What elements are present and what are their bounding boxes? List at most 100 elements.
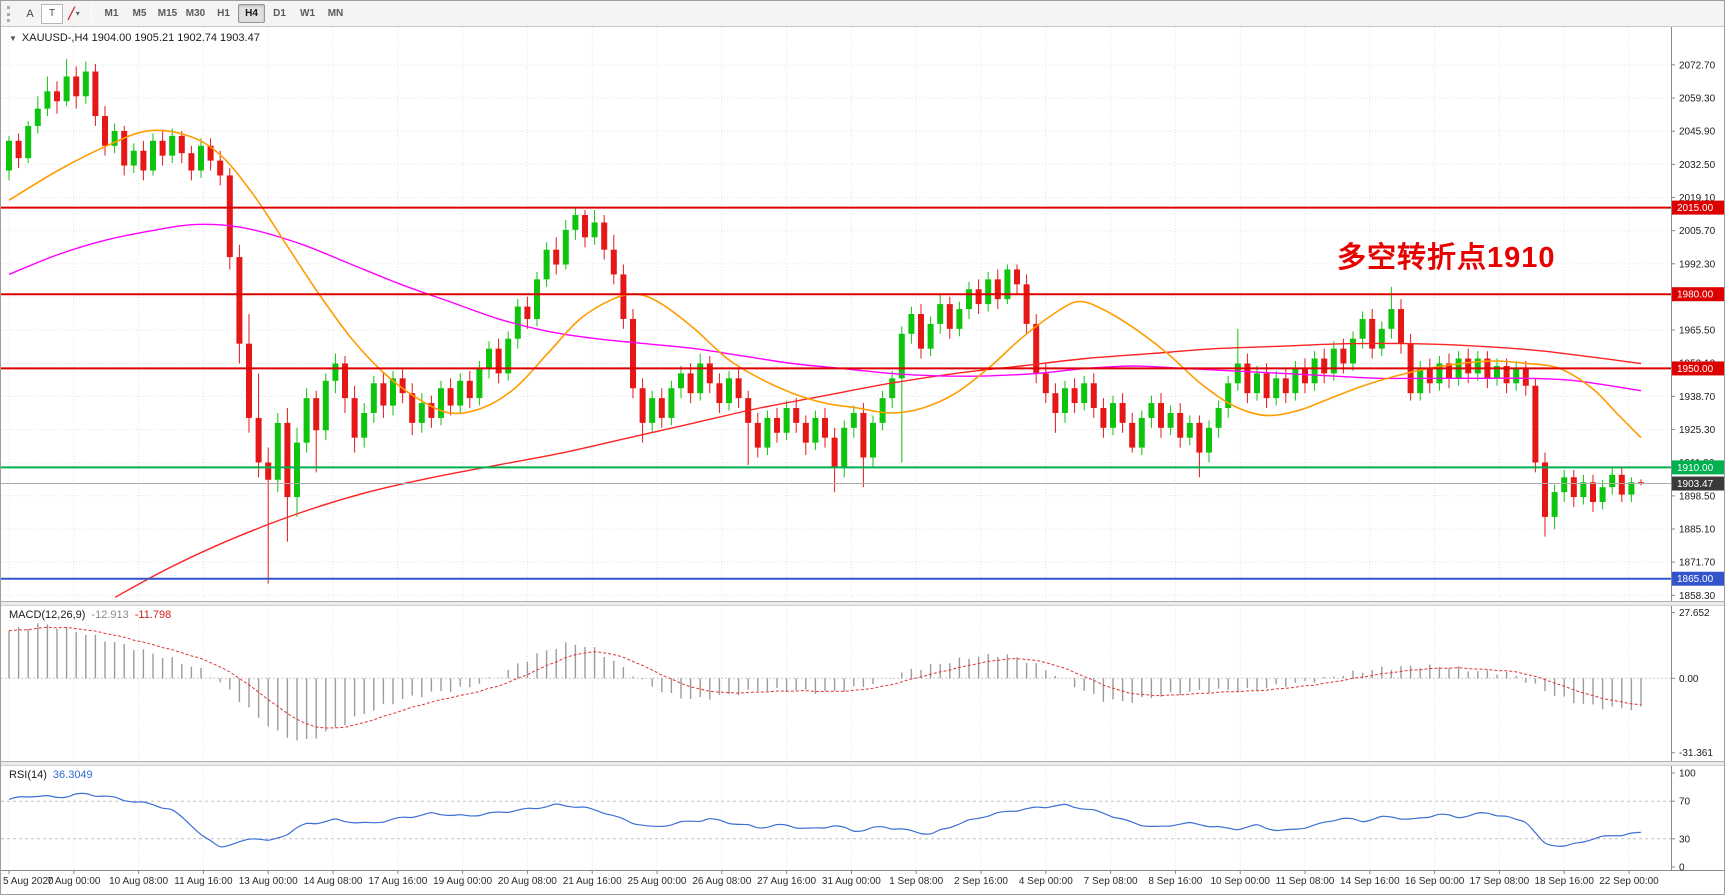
svg-text:1865.00: 1865.00 (1677, 574, 1714, 585)
price-axis-label: 2045.90 (1679, 127, 1716, 138)
svg-text:1950.00: 1950.00 (1677, 364, 1714, 375)
time-axis-label: 1 Sep 08:00 (889, 876, 943, 887)
price-axis-label: 2059.30 (1679, 94, 1716, 105)
symbol-ohlc-text: XAUUSD-,H4 1904.00 1905.21 1902.74 1903.… (21, 32, 260, 44)
rsi-axis-label: 100 (1679, 769, 1696, 780)
panel-splitter-macd[interactable] (1, 601, 1724, 606)
macd-axis-label: 0.00 (1679, 674, 1699, 685)
macd-main-value: -12.913 (91, 609, 129, 621)
time-axis-label: 27 Aug 16:00 (757, 876, 816, 887)
price-axis-label: 2072.70 (1679, 60, 1716, 71)
macd-histogram (8, 623, 1642, 741)
time-axis-label: 17 Aug 16:00 (368, 876, 427, 887)
time-axis-label: 11 Aug 16:00 (174, 876, 233, 887)
time-axis-label: 22 Sep 00:00 (1599, 876, 1659, 887)
svg-text:2015.00: 2015.00 (1677, 203, 1714, 214)
macd-signal-value: -11.798 (134, 609, 172, 621)
time-axis-label: 25 Aug 00:00 (628, 876, 687, 887)
time-axis-label: 19 Aug 00:00 (433, 876, 492, 887)
rsi-value: 36.3049 (52, 769, 93, 781)
timeframe-button-h4[interactable]: H4 (238, 4, 265, 23)
time-axis-label: 10 Sep 00:00 (1210, 876, 1270, 887)
textbox-tool-button[interactable]: T (41, 3, 63, 24)
svg-text:1980.00: 1980.00 (1677, 290, 1714, 301)
time-axis-label: 14 Aug 08:00 (304, 876, 363, 887)
price-tag-1910.00: 1910.00 (1672, 460, 1724, 475)
time-axis-label: 11 Sep 08:00 (1276, 876, 1335, 887)
timeframe-button-m1[interactable]: M1 (104, 8, 119, 19)
text-tool-button[interactable]: A (26, 7, 34, 20)
timeframe-button-m15[interactable]: M15 (157, 8, 178, 19)
toolbar-separator (91, 4, 92, 23)
time-axis-label: 16 Sep 00:00 (1405, 876, 1465, 887)
timeframe-button-d1[interactable]: D1 (273, 8, 286, 19)
annotation-text[interactable]: 多空转折点1910 (1337, 242, 1556, 274)
price-axis-label: 1885.10 (1679, 525, 1716, 536)
line-tools-button[interactable]: ╱ ▾ (63, 4, 85, 24)
time-axis-label: 14 Sep 16:00 (1340, 876, 1400, 887)
time-axis-label: 18 Sep 16:00 (1534, 876, 1594, 887)
price-axis-label: 1871.70 (1679, 558, 1716, 569)
toolbar-grip[interactable] (7, 5, 13, 22)
panel-splitter-rsi[interactable] (1, 761, 1724, 766)
dropdown-caret-icon: ▾ (75, 9, 80, 18)
macd-indicator-label: MACD(12,26,9) -12.913 -11.798 (9, 609, 171, 621)
rsi-axis-label: 70 (1679, 797, 1691, 808)
gridlines (1, 27, 1671, 870)
time-axis-label: 7 Sep 08:00 (1084, 876, 1138, 887)
time-axis-label: 17 Sep 08:00 (1470, 876, 1530, 887)
price-axis-label: 1858.30 (1679, 591, 1716, 602)
time-axis-label: 10 Aug 08:00 (109, 876, 168, 887)
time-axis-label: 2 Sep 16:00 (954, 876, 1008, 887)
price-axis-label: 1925.30 (1679, 425, 1716, 436)
time-axis-label: 7 Aug 00:00 (47, 876, 101, 887)
toolbar: A T ╱ ▾ M1 M5 M15 M30 H1 H4 D1 W1 MN (1, 1, 1724, 27)
ma-orange-line (8, 129, 1642, 439)
trendline-icon: ╱ (68, 8, 75, 20)
price-axis-label: 2005.70 (1679, 226, 1716, 237)
price-tag-2015.00: 2015.00 (1672, 200, 1724, 215)
rsi-axis-label: 30 (1679, 834, 1691, 845)
price-axis-label: 1898.50 (1679, 491, 1716, 502)
time-axis-label: 21 Aug 16:00 (563, 876, 622, 887)
symbol-ohlc-label: ▼ XAUUSD-,H4 1904.00 1905.21 1902.74 190… (9, 32, 260, 44)
current-price-tag: 1903.47 (1672, 476, 1724, 491)
rsi-line (8, 792, 1642, 848)
price-axis-label: 1965.50 (1679, 326, 1716, 337)
timeframe-button-m5[interactable]: M5 (132, 8, 147, 19)
ma-red-line (114, 342, 1642, 598)
rsi-axis-label: 0 (1679, 863, 1685, 874)
time-axis-label: 26 Aug 08:00 (692, 876, 751, 887)
macd-signal-line (8, 626, 1642, 729)
time-axis-label: 20 Aug 08:00 (498, 876, 557, 887)
time-axis-label: 4 Sep 00:00 (1019, 876, 1073, 887)
time-axis-label: 5 Aug 2020 (3, 876, 54, 887)
macd-axis-label: -31.361 (1679, 748, 1713, 759)
symbol-dropdown-icon[interactable]: ▼ (9, 33, 17, 43)
price-axis-label: 1992.30 (1679, 259, 1716, 270)
rsi-title: RSI(14) (9, 769, 47, 781)
price-tag-1865.00: 1865.00 (1672, 571, 1724, 586)
price-axis-label: 2019.10 (1679, 193, 1716, 204)
svg-text:1903.47: 1903.47 (1677, 479, 1714, 490)
price-tag-1980.00: 1980.00 (1672, 287, 1724, 302)
macd-axis-label: 27.652 (1679, 608, 1710, 619)
time-axis-label: 13 Aug 00:00 (239, 876, 298, 887)
time-axis-label: 8 Sep 16:00 (1148, 876, 1202, 887)
svg-text:1910.00: 1910.00 (1677, 463, 1714, 474)
timeframe-button-m30[interactable]: M30 (185, 8, 206, 19)
ma-magenta-line (8, 223, 1642, 392)
price-tag-1950.00: 1950.00 (1672, 361, 1724, 376)
timeframe-button-h1[interactable]: H1 (217, 8, 230, 19)
price-axis-label: 1938.70 (1679, 392, 1716, 403)
rsi-indicator-label: RSI(14) 36.3049 (9, 769, 93, 781)
macd-title: MACD(12,26,9) (9, 609, 86, 621)
time-axis-label: 31 Aug 00:00 (822, 876, 881, 887)
timeframe-toolbar: M1 M5 M15 M30 H1 H4 D1 W1 MN (98, 4, 349, 23)
timeframe-button-w1[interactable]: W1 (300, 8, 315, 19)
timeframe-button-mn[interactable]: MN (327, 8, 344, 19)
price-axis-label: 2032.50 (1679, 160, 1716, 171)
